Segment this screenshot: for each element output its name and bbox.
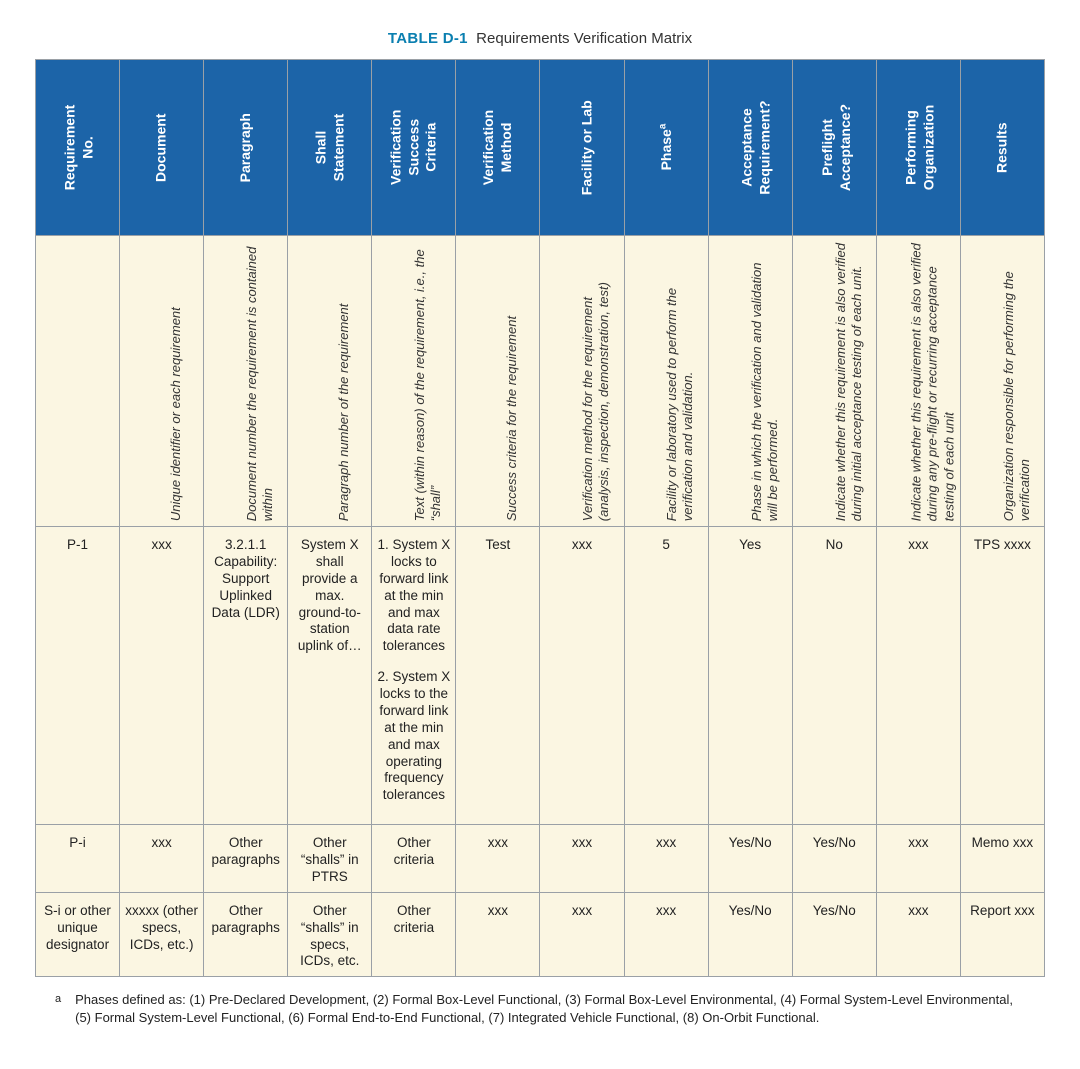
col-header: ShallStatement: [288, 60, 372, 236]
cell: xxx: [120, 527, 204, 825]
cell: Report xxx: [960, 892, 1044, 977]
table-title: Requirements Verification Matrix: [476, 30, 692, 47]
cell: xxx: [456, 825, 540, 893]
col-description: Unique identifier or each requirement: [36, 236, 120, 527]
description-row: Unique identifier or each requirementDoc…: [36, 236, 1045, 527]
cell: S-i or other unique designator: [36, 892, 120, 977]
table-row: S-i or other unique designatorxxxxx (oth…: [36, 892, 1045, 977]
col-header: Document: [120, 60, 204, 236]
cell: 5: [624, 527, 708, 825]
col-header: VerificationMethod: [456, 60, 540, 236]
col-header: VerificationSuccessCriteria: [372, 60, 456, 236]
cell: xxx: [120, 825, 204, 893]
col-header: Paragraph: [204, 60, 288, 236]
cell: Other “shalls” in specs, ICDs, etc.: [288, 892, 372, 977]
col-description: Verification method for the requirement …: [456, 236, 540, 527]
cell: Other criteria: [372, 892, 456, 977]
cell: Yes/No: [708, 825, 792, 893]
cell: Yes/No: [792, 892, 876, 977]
cell: Yes: [708, 527, 792, 825]
col-header: Facility or Lab: [540, 60, 624, 236]
cell: Other “shalls” in PTRS: [288, 825, 372, 893]
cell: Yes/No: [792, 825, 876, 893]
col-header: RequirementNo.: [36, 60, 120, 236]
col-header: PreflightAcceptance?: [792, 60, 876, 236]
col-header: Results: [960, 60, 1044, 236]
cell: xxxxx (other specs, ICDs, etc.): [120, 892, 204, 977]
header-row: RequirementNo.DocumentParagraphShallStat…: [36, 60, 1045, 236]
col-description: Document number the requirement is conta…: [120, 236, 204, 527]
cell: xxx: [876, 527, 960, 825]
cell: 3.2.1.1 Capability: Support Uplinked Dat…: [204, 527, 288, 825]
table-body: Unique identifier or each requirementDoc…: [36, 236, 1045, 977]
cell: xxx: [540, 825, 624, 893]
cell: 1. System X locks to forward link at the…: [372, 527, 456, 825]
cell: P-i: [36, 825, 120, 893]
footnote: a Phases defined as: (1) Pre-Declared De…: [55, 991, 1025, 1026]
verification-matrix-table: RequirementNo.DocumentParagraphShallStat…: [35, 59, 1045, 977]
cell: Other paragraphs: [204, 825, 288, 893]
cell: xxx: [540, 892, 624, 977]
table-number: TABLE D-1: [388, 30, 468, 47]
cell: P-1: [36, 527, 120, 825]
cell: Test: [456, 527, 540, 825]
table-row: P-1xxx3.2.1.1 Capability: Support Uplink…: [36, 527, 1045, 825]
table-head: RequirementNo.DocumentParagraphShallStat…: [36, 60, 1045, 236]
table-row: P-ixxxOther paragraphsOther “shalls” in …: [36, 825, 1045, 893]
cell: xxx: [624, 892, 708, 977]
cell: Yes/No: [708, 892, 792, 977]
col-header: AcceptanceRequirement?: [708, 60, 792, 236]
footnote-marker: a: [55, 992, 61, 1027]
cell: TPS xxxx: [960, 527, 1044, 825]
cell: No: [792, 527, 876, 825]
cell: Other paragraphs: [204, 892, 288, 977]
cell: xxx: [624, 825, 708, 893]
cell: System X shall provide a max. ground-to-…: [288, 527, 372, 825]
cell: Memo xxx: [960, 825, 1044, 893]
footnote-text: Phases defined as: (1) Pre-Declared Deve…: [75, 991, 1025, 1026]
cell: xxx: [540, 527, 624, 825]
col-header: Phasea: [624, 60, 708, 236]
cell: xxx: [876, 892, 960, 977]
col-header: PerformingOrganization: [876, 60, 960, 236]
cell: xxx: [876, 825, 960, 893]
cell: Other criteria: [372, 825, 456, 893]
cell: xxx: [456, 892, 540, 977]
col-description: Text (within reason) of the requirement,…: [288, 236, 372, 527]
table-caption: TABLE D-1 Requirements Verification Matr…: [35, 30, 1045, 47]
